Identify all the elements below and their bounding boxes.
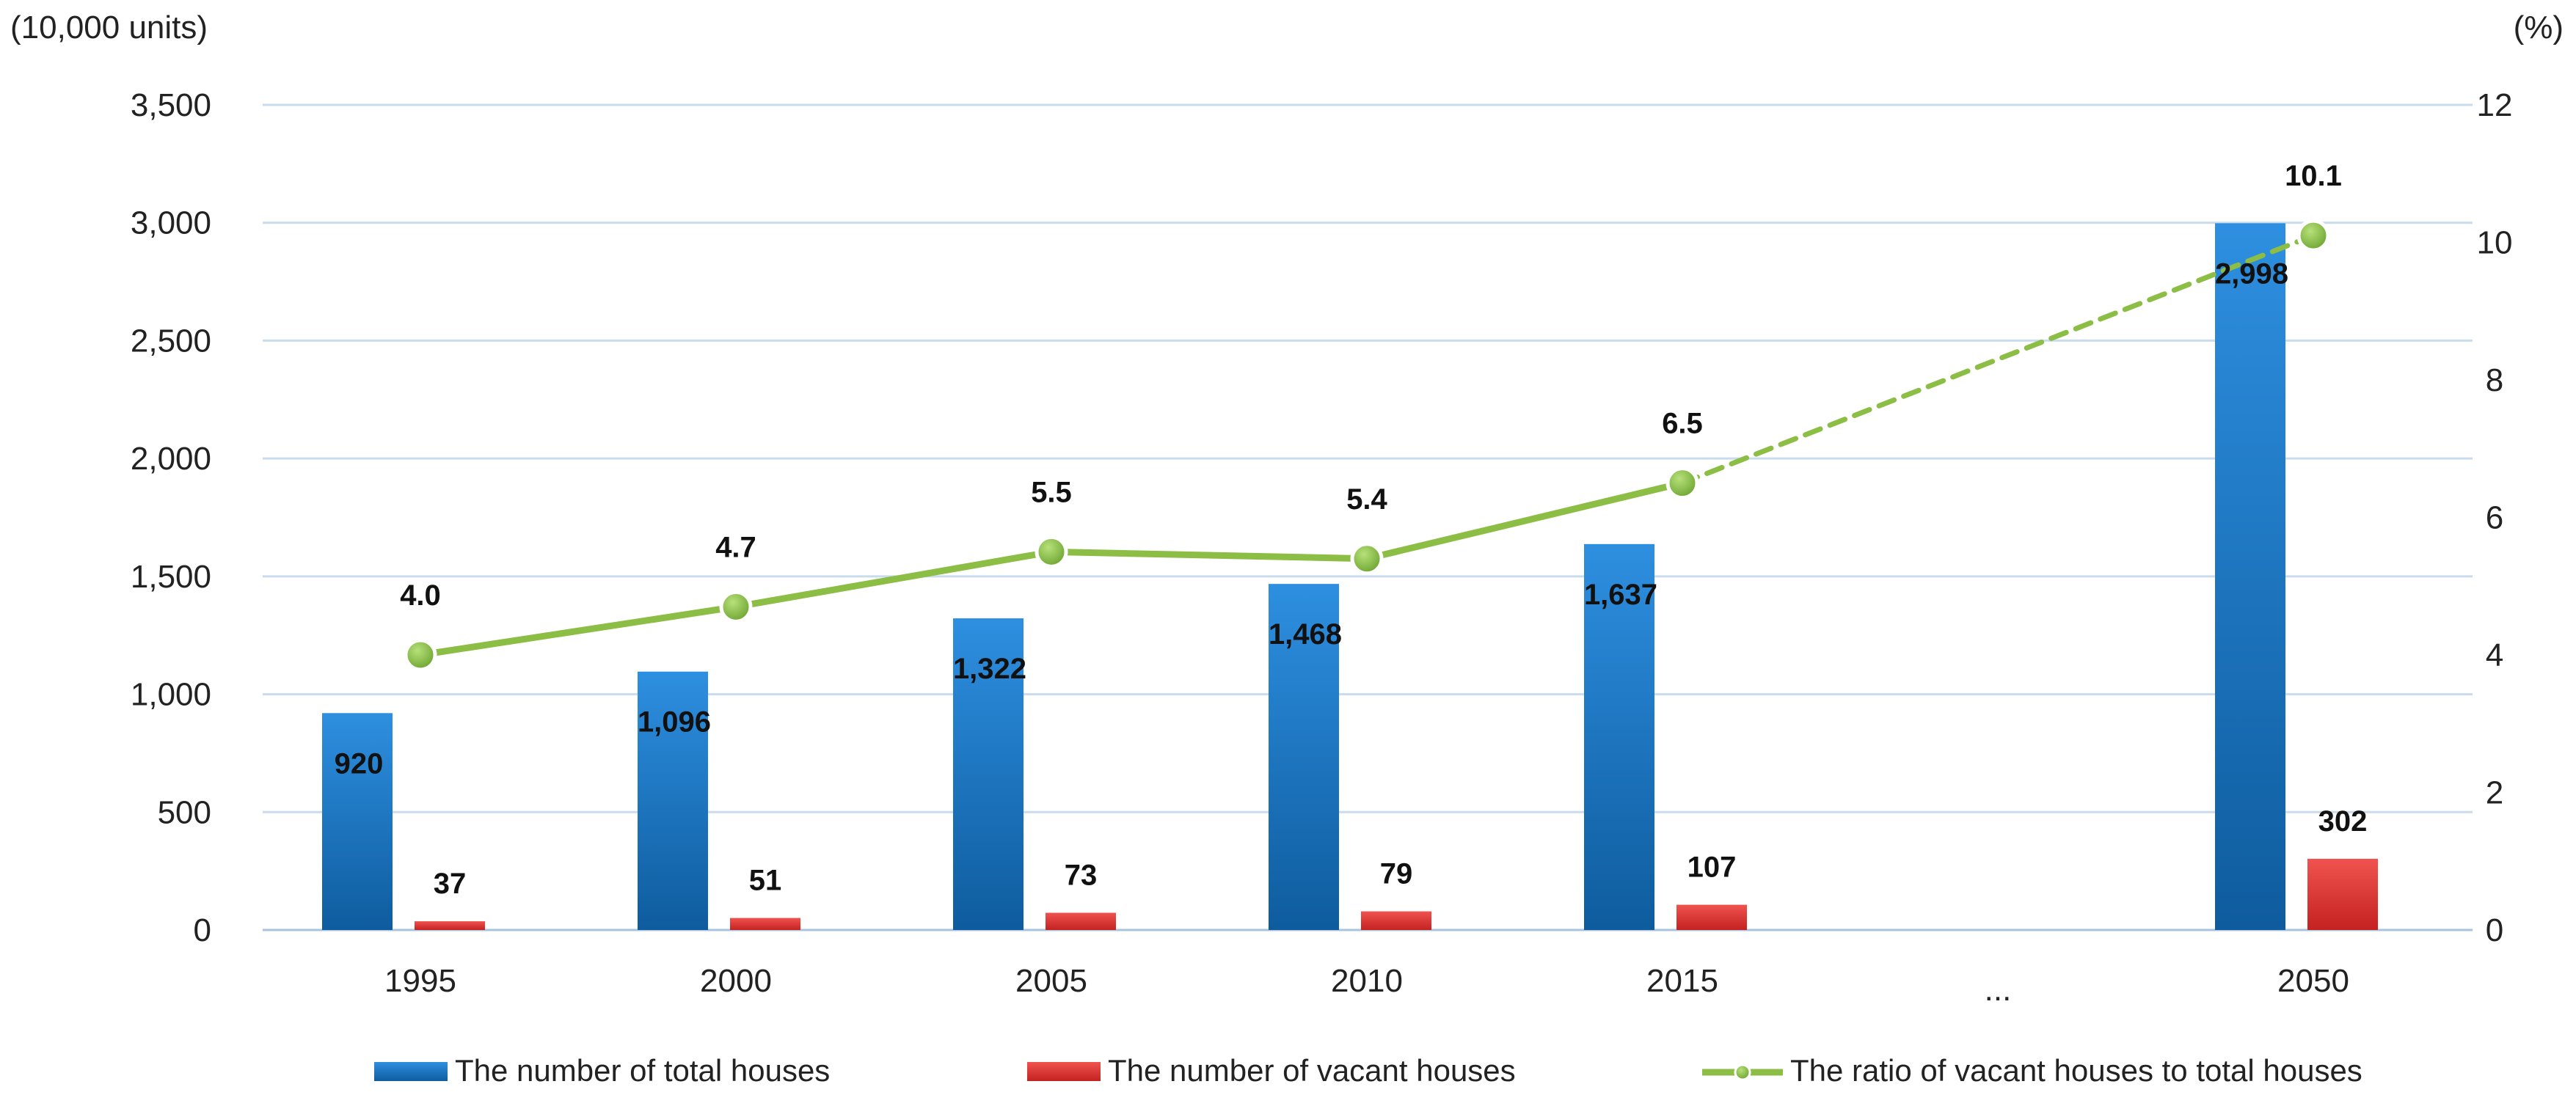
right-tick-label: 10	[2477, 225, 2513, 261]
vacant-houses-data-label: 107	[1687, 852, 1737, 884]
legend-item-vacant-houses: The number of vacant houses	[1027, 1053, 1516, 1088]
ratio-marker	[1035, 535, 1068, 568]
legend-swatch-vacant-houses	[1027, 1062, 1101, 1081]
vacant-houses-data-label: 51	[749, 865, 782, 897]
vacant-houses-bar	[2307, 858, 2378, 930]
left-tick-label: 1,000	[131, 677, 211, 713]
ratio-line-segment	[1048, 548, 1371, 563]
ratio-marker	[2296, 219, 2330, 252]
total-houses-bar	[638, 671, 708, 930]
ratio-line-segment	[1363, 480, 1686, 563]
x-tick-label: 2005	[1015, 963, 1087, 999]
left-tick-label: 1,500	[131, 559, 211, 595]
ratio-data-label: 6.5	[1662, 408, 1703, 440]
total-houses-data-label: 1,096	[638, 706, 711, 739]
left-tick-label: 0	[194, 912, 211, 948]
right-tick-label: 4	[2486, 637, 2503, 673]
ratio-data-label: 10.1	[2285, 160, 2342, 192]
legend: The number of total houses The number of…	[374, 1053, 2362, 1088]
x-tick-label: 2015	[1646, 963, 1718, 999]
left-tick-label: 3,500	[131, 87, 211, 123]
ratio-line-segment	[732, 548, 1055, 610]
total-houses-bar	[1584, 543, 1654, 930]
vacant-houses-bar	[1361, 911, 1431, 930]
left-tick-label: 2,500	[131, 323, 211, 359]
total-houses-bar	[1269, 584, 1339, 930]
x-tick-label: 2000	[700, 963, 772, 999]
total-houses-data-label: 1,322	[953, 653, 1026, 685]
ratio-data-label: 4.7	[715, 531, 756, 563]
right-axis-unit: (%)	[2514, 10, 2564, 45]
ratio-marker	[1350, 542, 1384, 576]
total-houses-bar	[953, 618, 1024, 930]
right-axis-ticks: 0 2 4 6 8 10 12	[2477, 87, 2513, 948]
right-tick-label: 12	[2477, 87, 2513, 123]
ratio-line-segment	[417, 603, 740, 659]
vacant-houses-bar	[415, 921, 485, 930]
x-tick-label: 2010	[1331, 963, 1403, 999]
right-tick-label: 6	[2486, 500, 2503, 536]
total-houses-data-label: 1,468	[1269, 618, 1342, 651]
legend-item-total-houses: The number of total houses	[374, 1053, 830, 1088]
vacant-houses-data-label: 302	[2318, 805, 2368, 838]
left-axis-unit: (10,000 units)	[10, 10, 208, 45]
ratio-data-label: 5.4	[1346, 483, 1387, 516]
legend-swatch-total-houses	[374, 1062, 448, 1081]
x-tick-label: 2050	[2277, 963, 2349, 999]
vacant-houses-bars	[415, 858, 2378, 930]
total-houses-data-label: 2,998	[2215, 257, 2288, 290]
legend-swatch-ratio-marker	[1734, 1063, 1751, 1081]
left-tick-label: 3,000	[131, 205, 211, 241]
ratio-line-projection-segment	[1679, 232, 2316, 486]
ratio-data-label: 4.0	[400, 579, 441, 612]
vacant-houses-bar	[730, 918, 800, 930]
ratio-marker	[1665, 466, 1699, 500]
vacant-houses-data-label: 73	[1065, 860, 1098, 892]
total-houses-bar	[322, 713, 393, 930]
x-axis-ticks: 1995 2000 2005 2010 2015... 2050	[384, 963, 2349, 1008]
total-houses-bars	[322, 223, 2285, 930]
right-tick-label: 8	[2486, 362, 2503, 398]
right-tick-label: 0	[2486, 912, 2503, 948]
legend-label-total-houses: The number of total houses	[455, 1053, 830, 1088]
gridlines	[263, 103, 2473, 931]
right-tick-label: 2	[2486, 775, 2503, 811]
left-axis-ticks: 0 500 1,000 1,500 2,000 2,500 3,000 3,500	[131, 87, 211, 948]
ratio-data-label: 5.5	[1031, 476, 1072, 508]
vacant-houses-bar	[1676, 904, 1747, 930]
legend-item-ratio: The ratio of vacant houses to total hous…	[1702, 1053, 2362, 1088]
left-tick-label: 2,000	[131, 441, 211, 477]
total-houses-data-label: 1,637	[1584, 579, 1657, 611]
ratio-marker	[404, 638, 437, 672]
legend-label-vacant-houses: The number of vacant houses	[1108, 1053, 1516, 1088]
x-tick-label: ...	[1985, 972, 2012, 1008]
vacant-houses-data-label: 37	[434, 868, 467, 900]
x-tick-label: 1995	[384, 963, 456, 999]
vacant-houses-data-label: 79	[1380, 858, 1413, 890]
total-houses-data-label: 920	[335, 747, 384, 780]
total-houses-bar	[2215, 223, 2285, 930]
data-labels: 920 1,096 1,322 1,468 1,637 2,998 37 51 73 79 107 3…	[335, 160, 2368, 900]
ratio-marker	[719, 590, 753, 623]
legend-label-ratio: The ratio of vacant houses to total hous…	[1790, 1053, 2362, 1088]
left-tick-label: 500	[158, 794, 211, 830]
ratio-line	[404, 219, 2330, 672]
vacant-houses-bar	[1046, 912, 1116, 930]
